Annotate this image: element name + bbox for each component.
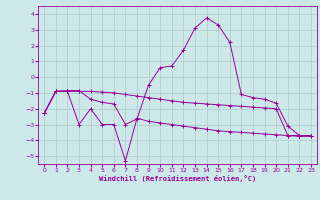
X-axis label: Windchill (Refroidissement éolien,°C): Windchill (Refroidissement éolien,°C) [99, 175, 256, 182]
